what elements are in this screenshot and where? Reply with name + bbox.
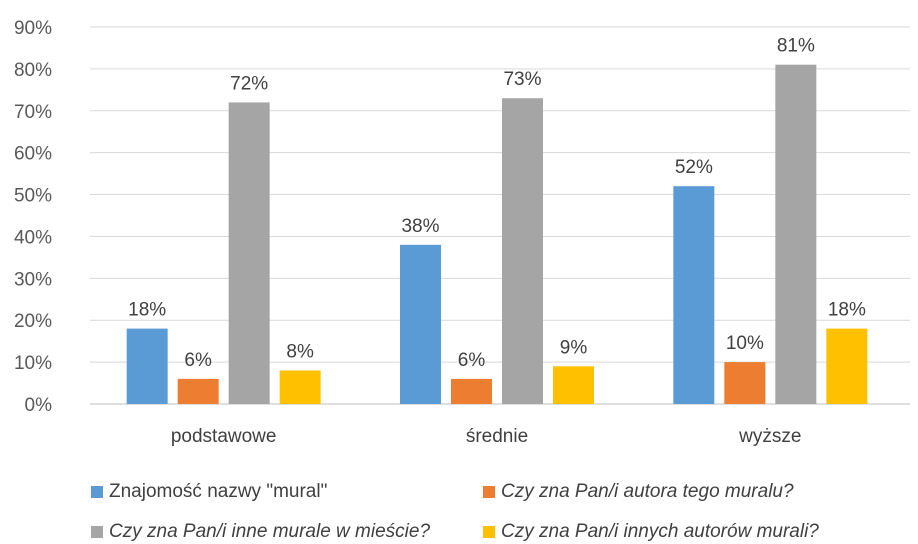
legend-item-mural: Znajomość nazwy "mural" [91, 481, 327, 503]
data-label: 72% [230, 73, 268, 94]
x-tick-label: podstawowe [171, 426, 277, 447]
data-label: 18% [128, 300, 166, 321]
legend-item-autor: Czy zna Pan/i autora tego muralu? [483, 481, 794, 503]
y-tick-label: 20% [14, 311, 52, 332]
legend-swatch [91, 486, 103, 498]
data-label: 6% [458, 350, 486, 371]
bar [502, 98, 543, 404]
y-tick-label: 90% [14, 18, 52, 39]
legend-label: Znajomość nazwy "mural" [109, 481, 328, 502]
bar [400, 244, 441, 404]
data-label: 6% [184, 350, 212, 371]
data-label: 8% [286, 341, 314, 362]
legend-label: Czy zna Pan/i inne murale w mieście? [109, 521, 431, 542]
legend-item-inne-murale: Czy zna Pan/i inne murale w mieście? [91, 521, 430, 543]
y-tick-label: 50% [14, 186, 52, 207]
y-axis: 0% 10% 20% 30% 40% 50% 60% 70% 80% 90% [14, 18, 52, 416]
bar [279, 370, 321, 404]
y-tick-label: 10% [14, 353, 52, 374]
y-tick-label: 30% [14, 269, 52, 290]
x-tick-label: wyższe [738, 426, 801, 447]
data-label: 18% [828, 300, 866, 321]
x-tick-label: średnie [466, 426, 528, 447]
legend-item-inni-autorzy: Czy zna Pan/i innych autorów murali? [483, 521, 819, 543]
legend-swatch [483, 486, 495, 498]
data-label: 10% [726, 333, 764, 354]
bar [451, 378, 492, 404]
bar [724, 362, 766, 404]
y-tick-label: 0% [25, 395, 53, 416]
legend-label: Czy zna Pan/i autora tego muralu? [501, 481, 794, 502]
x-axis: podstawowe średnie wyższe [171, 426, 802, 447]
data-label: 81% [777, 36, 815, 57]
legend-label: Czy zna Pan/i innych autorów murali? [501, 521, 819, 542]
data-label: 73% [503, 69, 541, 90]
legend-swatch [483, 526, 495, 538]
bar [177, 378, 219, 404]
bar [673, 186, 715, 404]
legend-swatch [91, 526, 103, 538]
bar [775, 64, 817, 404]
bars [126, 64, 868, 405]
bar [553, 366, 594, 404]
y-tick-label: 40% [14, 227, 52, 248]
legend: Znajomość nazwy "mural" Czy zna Pan/i au… [0, 470, 918, 544]
gridlines [90, 26, 910, 405]
bar [826, 328, 868, 404]
y-tick-label: 70% [14, 102, 52, 123]
bar [126, 328, 168, 404]
data-label: 38% [401, 216, 439, 237]
data-label: 9% [560, 337, 588, 358]
data-labels: 18% 6% 72% 8% 38% 6% 73% 9% 52% 10% 81% 18% [128, 36, 866, 371]
y-tick-label: 80% [14, 60, 52, 81]
y-tick-label: 60% [14, 144, 52, 165]
bar [228, 102, 270, 405]
data-label: 52% [675, 157, 713, 178]
